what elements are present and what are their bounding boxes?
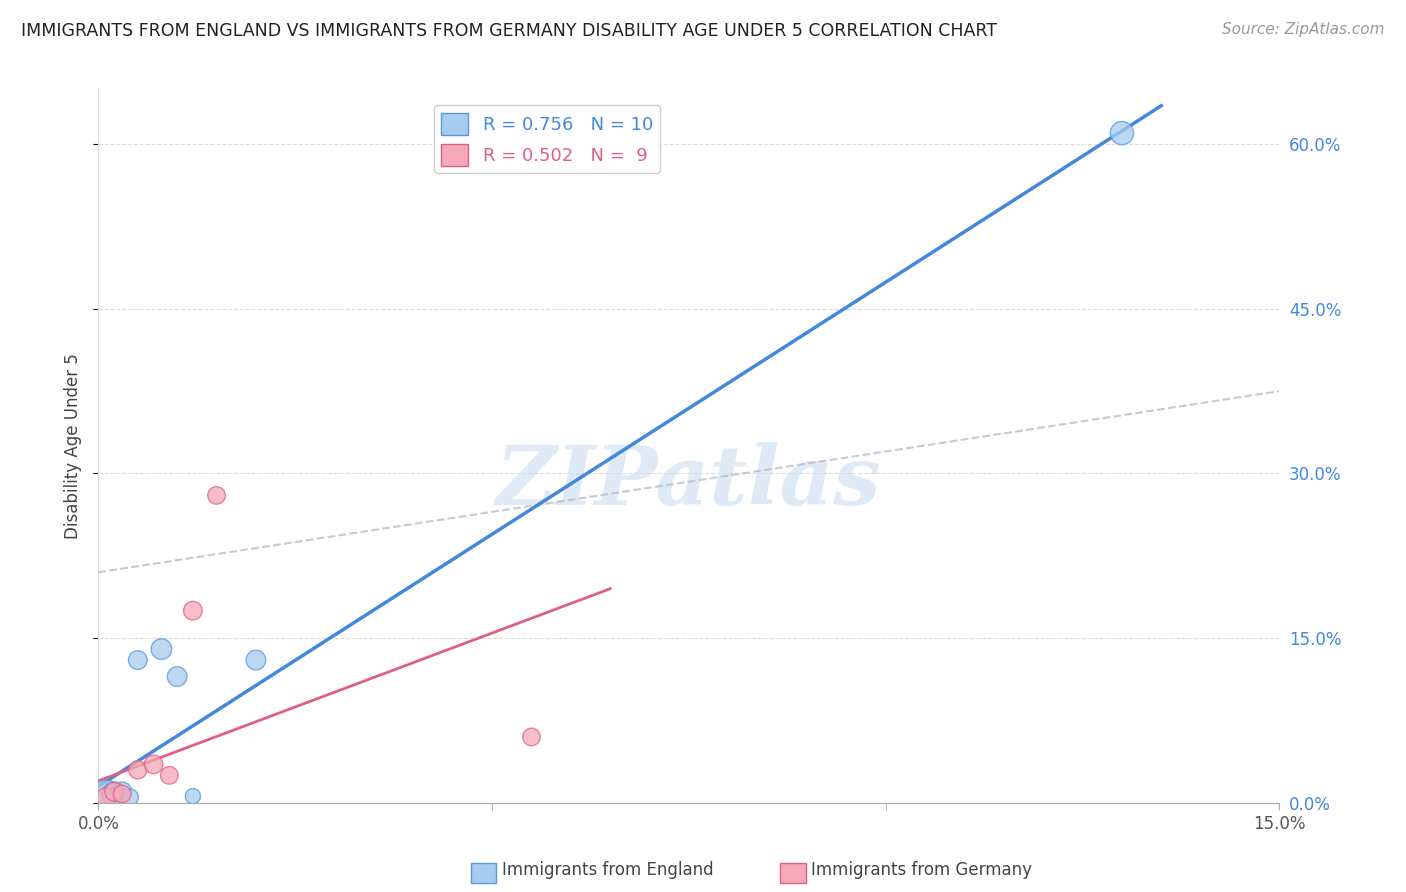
Legend: R = 0.756   N = 10, R = 0.502   N =  9: R = 0.756 N = 10, R = 0.502 N = 9 xyxy=(434,105,661,173)
Point xyxy=(245,653,267,667)
Point xyxy=(111,785,134,799)
Point xyxy=(96,790,118,805)
Point xyxy=(127,763,149,777)
Point xyxy=(96,790,118,805)
Text: Immigrants from Germany: Immigrants from Germany xyxy=(811,861,1032,879)
Point xyxy=(1111,126,1133,140)
Point xyxy=(150,642,173,657)
Point xyxy=(103,785,125,799)
Point xyxy=(111,787,134,801)
Point xyxy=(205,488,228,502)
Point xyxy=(166,669,188,683)
Point xyxy=(118,790,141,805)
Text: IMMIGRANTS FROM ENGLAND VS IMMIGRANTS FROM GERMANY DISABILITY AGE UNDER 5 CORREL: IMMIGRANTS FROM ENGLAND VS IMMIGRANTS FR… xyxy=(21,22,997,40)
Point xyxy=(181,789,204,804)
Point xyxy=(127,653,149,667)
Y-axis label: Disability Age Under 5: Disability Age Under 5 xyxy=(65,353,83,539)
Point xyxy=(157,768,180,782)
Text: ZIPatlas: ZIPatlas xyxy=(496,442,882,522)
Text: Immigrants from England: Immigrants from England xyxy=(502,861,714,879)
Point xyxy=(142,757,165,772)
Text: Source: ZipAtlas.com: Source: ZipAtlas.com xyxy=(1222,22,1385,37)
Point xyxy=(103,787,125,801)
Point xyxy=(520,730,543,744)
Point xyxy=(181,604,204,618)
